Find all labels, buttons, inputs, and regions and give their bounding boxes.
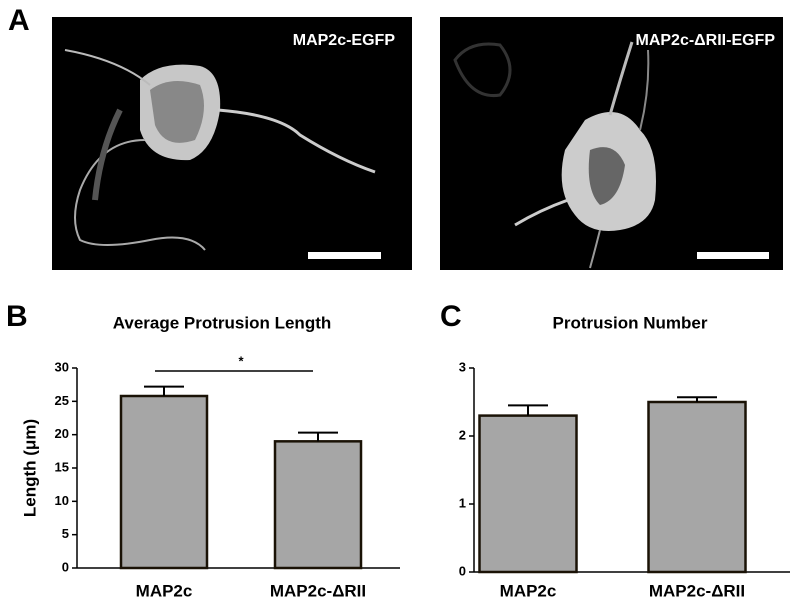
error-bar: [298, 431, 338, 442]
y-tick-label: 15: [55, 459, 69, 474]
panel-label: C: [440, 300, 462, 333]
y-tick-label: 20: [55, 426, 69, 441]
y-tick-label: 5: [62, 526, 69, 541]
y-tick-label: 30: [55, 359, 69, 374]
y-tick-label: 0: [62, 559, 69, 574]
x-tick-label: MAP2c: [500, 581, 557, 600]
bar: [273, 440, 363, 570]
error-bar: [144, 385, 184, 396]
image-label: MAP2c-ΔRII-EGFP: [635, 32, 775, 49]
chart-title: Protrusion Number: [553, 313, 708, 332]
error-bar: [508, 404, 548, 416]
bar: [478, 414, 578, 574]
x-tick-label: MAP2c-ΔRII: [649, 581, 745, 600]
bar: [119, 394, 209, 570]
panel-label: B: [6, 300, 28, 333]
panel-label: A: [8, 4, 30, 37]
bar: [647, 400, 747, 574]
image-label: MAP2c-EGFP: [293, 32, 396, 49]
significance-mark: *: [238, 353, 244, 368]
error-bar: [677, 396, 717, 402]
y-tick-label: 25: [55, 393, 69, 408]
micrograph: MAP2c-ΔRII-EGFP: [440, 17, 783, 270]
y-tick-label: 10: [55, 493, 69, 508]
y-tick-label: 1: [459, 495, 466, 510]
y-tick-label: 0: [459, 563, 466, 578]
x-tick-label: MAP2c: [136, 581, 193, 600]
y-axis-label: Length (μm): [20, 419, 39, 517]
y-tick-label: 3: [459, 359, 466, 374]
chart-title: Average Protrusion Length: [113, 313, 332, 332]
micrograph: MAP2c-EGFP: [52, 17, 412, 270]
x-tick-label: MAP2c-ΔRII: [270, 581, 366, 600]
y-tick-label: 2: [459, 427, 466, 442]
